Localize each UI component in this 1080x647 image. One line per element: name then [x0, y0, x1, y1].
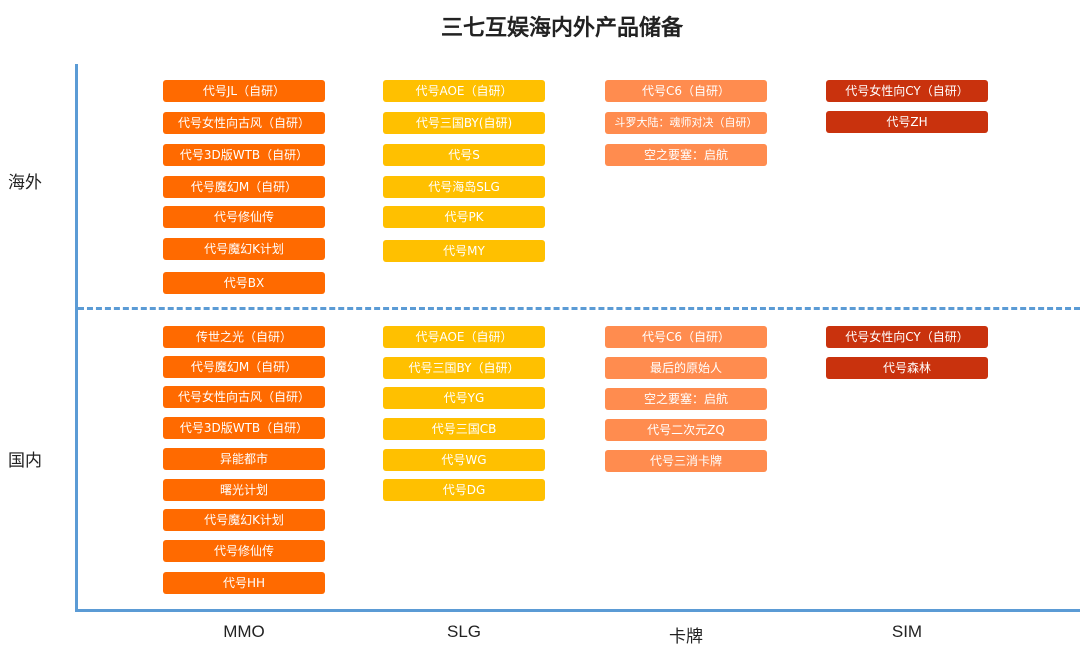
product-box: 代号3D版WTB（自研）	[163, 417, 325, 439]
product-box: 代号女性向古风（自研）	[163, 386, 325, 408]
product-box: 代号C6（自研）	[605, 80, 767, 102]
vertical-axis	[75, 64, 78, 612]
product-box: 代号三消卡牌	[605, 450, 767, 472]
row-label-domestic: 国内	[8, 451, 42, 471]
product-box: 代号C6（自研）	[605, 326, 767, 348]
product-box: 代号S	[383, 144, 545, 166]
product-box: 代号YG	[383, 387, 545, 409]
row-label-overseas: 海外	[8, 173, 42, 193]
product-box: 代号二次元ZQ	[605, 419, 767, 441]
product-box: 代号森林	[826, 357, 988, 379]
product-box: 空之要塞：启航	[605, 144, 767, 166]
product-box: 代号PK	[383, 206, 545, 228]
product-box: 最后的原始人	[605, 357, 767, 379]
page-title: 三七互娱海内外产品储备	[440, 16, 683, 41]
product-box: 代号AOE（自研）	[383, 326, 545, 348]
column-label-slg: SLG	[446, 622, 482, 641]
product-box: 代号海岛SLG	[383, 176, 545, 198]
product-box: 代号三国BY（自研）	[383, 357, 545, 379]
column-label-sim: SIM	[891, 622, 923, 641]
column-label-mmo: MMO	[223, 622, 265, 641]
product-box: 代号3D版WTB（自研）	[163, 144, 325, 166]
product-box: 代号魔幻M（自研）	[163, 176, 325, 198]
horizontal-axis	[75, 609, 1080, 612]
product-box: 代号魔幻M（自研）	[163, 356, 325, 378]
product-box: 斗罗大陆：魂师对决（自研）	[605, 112, 767, 134]
product-box: 代号女性向古风（自研）	[163, 112, 325, 134]
product-box: 代号MY	[383, 240, 545, 262]
product-box: 传世之光（自研）	[163, 326, 325, 348]
product-box: 代号女性向CY（自研）	[826, 80, 988, 102]
product-box: 代号JL（自研）	[163, 80, 325, 102]
product-box: 代号AOE（自研）	[383, 80, 545, 102]
product-box: 代号魔幻K计划	[163, 238, 325, 260]
column-label-card: 卡牌	[669, 627, 703, 646]
region-divider	[78, 307, 1080, 310]
product-box: 曙光计划	[163, 479, 325, 501]
product-box: 代号修仙传	[163, 206, 325, 228]
product-box: 代号BX	[163, 272, 325, 294]
product-box: 异能都市	[163, 448, 325, 470]
product-box: 代号ZH	[826, 111, 988, 133]
product-box: 代号三国BY(自研)	[383, 112, 545, 134]
product-box: 代号女性向CY（自研）	[826, 326, 988, 348]
product-box: 代号WG	[383, 449, 545, 471]
product-box: 代号魔幻K计划	[163, 509, 325, 531]
product-box: 代号HH	[163, 572, 325, 594]
product-box: 代号DG	[383, 479, 545, 501]
product-box: 空之要塞：启航	[605, 388, 767, 410]
product-box: 代号修仙传	[163, 540, 325, 562]
product-box: 代号三国CB	[383, 418, 545, 440]
